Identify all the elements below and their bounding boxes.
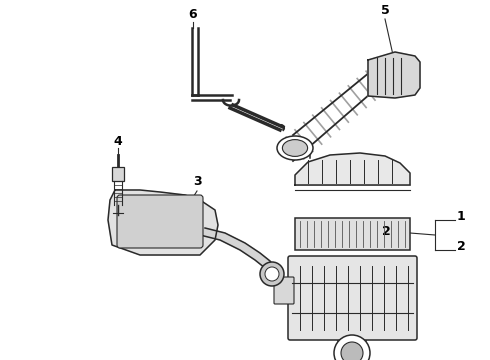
Circle shape bbox=[334, 335, 370, 360]
Circle shape bbox=[265, 267, 279, 281]
FancyBboxPatch shape bbox=[112, 167, 124, 181]
FancyBboxPatch shape bbox=[274, 277, 294, 304]
Ellipse shape bbox=[282, 140, 308, 156]
Text: 6: 6 bbox=[189, 8, 197, 21]
Circle shape bbox=[260, 262, 284, 286]
Polygon shape bbox=[295, 153, 410, 185]
Text: 2: 2 bbox=[382, 225, 391, 238]
Text: 7: 7 bbox=[347, 342, 356, 355]
Ellipse shape bbox=[277, 136, 313, 160]
Circle shape bbox=[341, 342, 363, 360]
Text: 5: 5 bbox=[381, 4, 390, 17]
Polygon shape bbox=[200, 228, 275, 275]
Text: 3: 3 bbox=[193, 175, 201, 188]
Polygon shape bbox=[108, 190, 218, 255]
Text: 2: 2 bbox=[457, 240, 466, 253]
FancyBboxPatch shape bbox=[288, 256, 417, 340]
Polygon shape bbox=[368, 52, 420, 98]
Text: 1: 1 bbox=[457, 210, 466, 223]
FancyBboxPatch shape bbox=[117, 195, 203, 248]
FancyBboxPatch shape bbox=[295, 218, 410, 250]
Text: 4: 4 bbox=[114, 135, 122, 148]
